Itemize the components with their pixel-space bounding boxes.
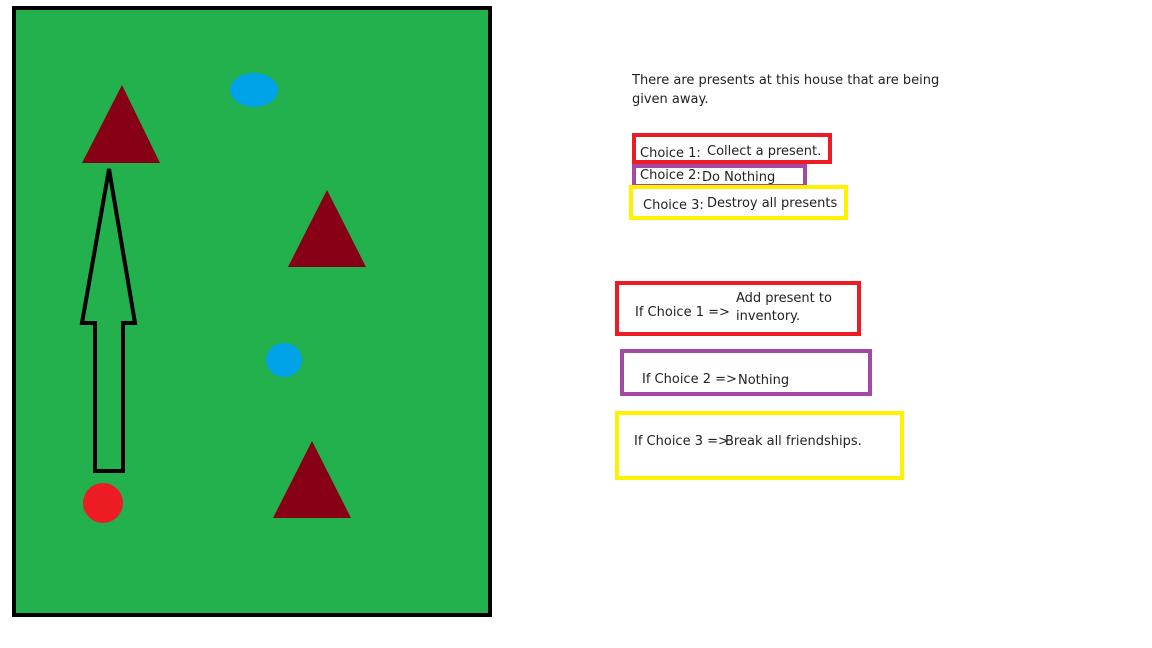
choice-2-label: Choice 2: (640, 168, 701, 183)
game-map (12, 6, 492, 617)
outcome-3-condition: If Choice 3 => (634, 434, 729, 449)
outcome-1-box: If Choice 1 => Add present to inventory. (615, 281, 861, 336)
choice-3-button[interactable]: Choice 3: Destroy all presents (629, 185, 848, 220)
present-circle-icon[interactable] (266, 343, 302, 377)
house-triangle-icon[interactable] (82, 85, 160, 163)
present-circle-icon[interactable] (230, 73, 278, 107)
choice-3-label: Choice 3: (643, 198, 704, 213)
choice-1-label: Choice 1: (640, 146, 701, 161)
outcome-1-result: Add present to inventory. (736, 291, 832, 324)
outcome-1-condition: If Choice 1 => (635, 305, 730, 320)
choice-3-value: Destroy all presents (707, 196, 838, 211)
choice-1-button[interactable]: Choice 1: Collect a present. (632, 133, 832, 164)
outcome-2-result: Nothing (738, 373, 790, 388)
house-triangle-icon[interactable] (288, 190, 366, 267)
up-arrow-icon (79, 168, 138, 473)
scene-description: There are presents at this house that ar… (632, 73, 940, 107)
player-marker-icon[interactable] (83, 483, 123, 523)
outcome-3-box: If Choice 3 => Break all friendships. (615, 411, 904, 480)
outcome-2-condition: If Choice 2 => (642, 372, 737, 387)
choice-2-value: Do Nothing (702, 170, 776, 185)
house-triangle-icon[interactable] (273, 441, 351, 518)
choice-1-value: Collect a present. (707, 144, 822, 159)
outcome-2-box: If Choice 2 => Nothing (620, 349, 872, 396)
outcome-3-result: Break all friendships. (725, 434, 862, 449)
map-canvas (79, 73, 366, 523)
